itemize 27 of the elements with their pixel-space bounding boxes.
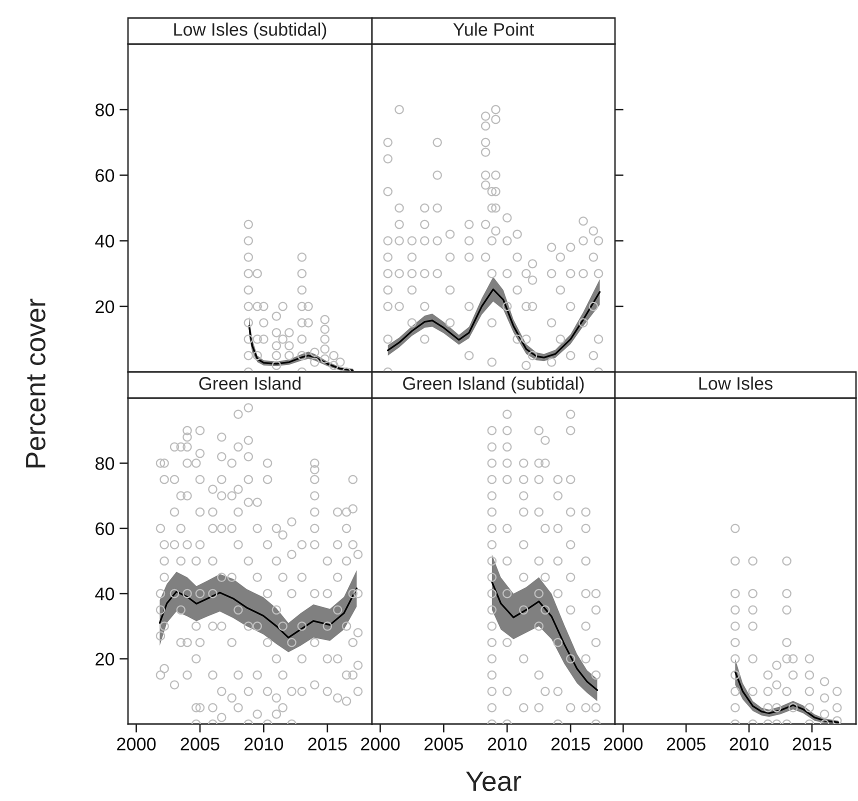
x-tick-label: 2010 — [730, 738, 768, 750]
y-tick-label: 40 — [95, 234, 114, 248]
x-tick-label: 2005 — [666, 738, 706, 750]
x-tick-label: 2005 — [180, 738, 220, 750]
y-tick-label: 40 — [95, 588, 114, 600]
x-tick-label: 2010 — [244, 738, 284, 750]
x-tick-label: 2005 — [424, 738, 464, 750]
x-tick-label: 2000 — [604, 738, 643, 750]
x-axis-title: Year — [466, 772, 522, 792]
y-tick-label: 60 — [96, 522, 114, 536]
y-tick-label: 80 — [96, 104, 114, 116]
x-tick-label: 2000 — [361, 738, 400, 750]
chart-title: Green Island (subtidal) — [403, 376, 584, 394]
x-tick-label: 2015 — [308, 738, 347, 750]
x-tick-label: 2015 — [792, 738, 832, 750]
chart-title: Low Isles — [699, 376, 772, 390]
x-tick-label: 2010 — [488, 738, 527, 750]
y-tick-label: 20 — [96, 652, 114, 666]
y-tick-label: 80 — [96, 457, 114, 470]
y-tick-label: 20 — [96, 300, 114, 314]
chart-title: Yule Point — [453, 22, 534, 36]
chart-title: Green Island — [199, 376, 301, 390]
y-axis-title: Percent cover — [26, 298, 46, 468]
chart-title: Low Isles (subtidal) — [174, 22, 326, 40]
x-tick-label: 2015 — [551, 738, 590, 750]
y-tick-label: 60 — [96, 169, 114, 182]
x-tick-label: 2000 — [117, 738, 156, 750]
